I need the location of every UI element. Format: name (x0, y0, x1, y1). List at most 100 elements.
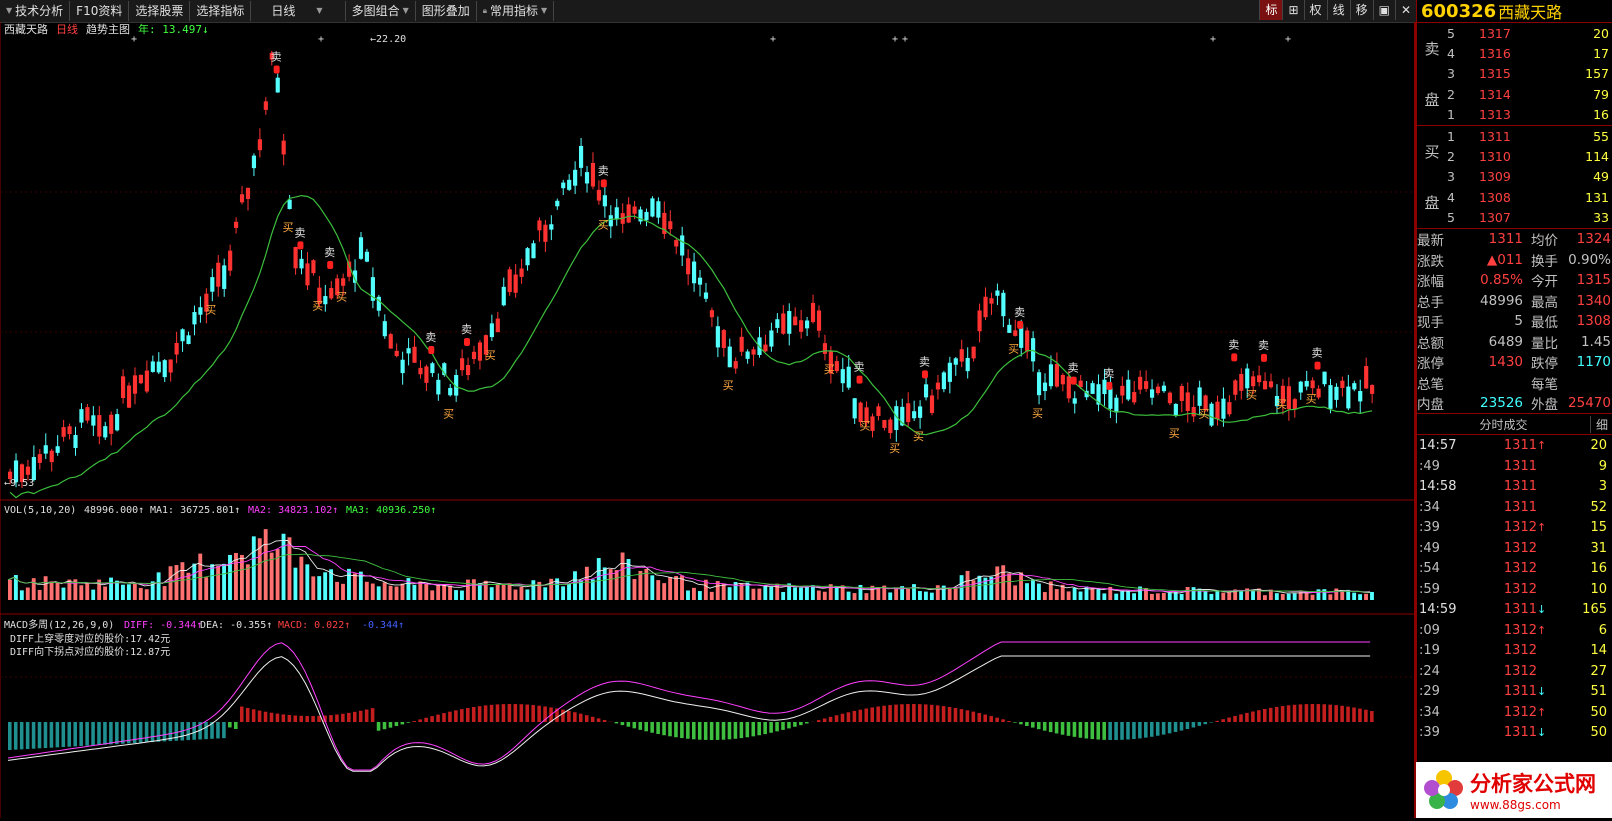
volume-bar (50, 581, 54, 600)
candle-body (906, 403, 910, 422)
candle-body (1245, 368, 1249, 388)
buy-signal-label: 买 (1306, 392, 1317, 405)
tick-price: 1311 (1457, 459, 1537, 474)
volume-bar (26, 588, 30, 600)
volume-bar (1073, 588, 1077, 600)
macd-bar (472, 707, 476, 722)
candle-body (216, 263, 220, 287)
macd-bar (859, 710, 863, 722)
macd-note-1: DIFF上穿零度对应的股价:17.42元 (10, 632, 170, 645)
candle-body (1091, 383, 1095, 394)
candle-body (1370, 385, 1374, 394)
candle-body (424, 366, 428, 382)
candle-body (1067, 376, 1071, 398)
candle-body (876, 406, 880, 416)
crosshair-button[interactable]: ⊞ (1282, 0, 1303, 20)
macd-bar (710, 722, 714, 740)
volume-bar (1013, 585, 1017, 600)
tb-select-stock[interactable]: 选择股票 (129, 1, 190, 21)
macd-bar (722, 722, 726, 740)
volume-bar (85, 583, 89, 600)
macd-bar (662, 722, 666, 735)
close-button[interactable]: ✕ (1395, 0, 1416, 20)
volume-bar (377, 586, 381, 600)
volume-bar (674, 576, 678, 600)
buy-signal-label: 买 (859, 419, 870, 432)
tick-time: :34 (1417, 500, 1457, 515)
rights-button[interactable]: 权 (1304, 0, 1327, 20)
macd-bar (192, 722, 196, 740)
macd-bar (1156, 722, 1160, 736)
macd-bar (1168, 722, 1172, 733)
volume-bar (1293, 593, 1297, 600)
tb-tech-analysis[interactable]: ▼技术分析 (0, 1, 70, 21)
macd-bar (734, 722, 738, 739)
tb-overlay[interactable]: 图形叠加 (416, 1, 477, 21)
macd-bar (1174, 722, 1178, 732)
candle-body (918, 406, 922, 417)
macd-bar (1096, 722, 1100, 740)
volume-bar (1156, 593, 1160, 600)
tb-select-indicator[interactable]: 选择指标 (190, 1, 251, 21)
price: 1317 (1469, 26, 1539, 41)
volume-bar (1019, 572, 1023, 600)
volume-bar (972, 580, 976, 600)
sell-signal-label: 卖 (1258, 339, 1269, 352)
tick-volume: 165 (1553, 602, 1607, 617)
macd-bar (567, 711, 571, 722)
stat-label: 总手 (1417, 291, 1455, 311)
volume-bar (757, 589, 761, 600)
toolbar-right: 标 ⊞ 权 线 移 ▣ ✕ (1259, 0, 1416, 20)
stat-value: 0.85% (1455, 272, 1523, 288)
candle-body (787, 311, 791, 334)
ticks-detail-button[interactable]: 细 (1590, 416, 1612, 433)
line-button[interactable]: 线 (1327, 0, 1350, 20)
macd-bar (8, 722, 12, 750)
candle-body (1328, 385, 1332, 409)
candle-body (496, 319, 500, 333)
tick-arrow-icon: ↑ (1537, 624, 1553, 637)
dropdown-arrow-icon: ▼ (316, 1, 322, 21)
tb-common-indicators[interactable]: 🔒︎常用指标▼ (477, 1, 554, 21)
tick-price: 1312 (1457, 705, 1537, 720)
volume-bar (91, 590, 95, 600)
window-button[interactable]: ▣ (1373, 0, 1395, 20)
vol-value: 48996.000↑ (84, 505, 144, 516)
stat-value: 48996 (1455, 293, 1523, 309)
candles-layer (8, 51, 1374, 488)
macd-bar (341, 714, 345, 722)
tb-f10[interactable]: F10资料 (70, 1, 129, 21)
move-button[interactable]: 移 (1350, 0, 1373, 20)
macd-bar (603, 720, 607, 722)
volume-bar (1091, 588, 1095, 600)
tb-period[interactable]: 日线▼ (251, 1, 345, 21)
stat-label: 跌停 (1523, 352, 1567, 372)
tb-multi-chart[interactable]: 多图组合▼ (346, 1, 416, 21)
candle-body (1322, 372, 1326, 385)
volume-bar (180, 562, 184, 600)
macd-bar (234, 722, 238, 729)
kline-chart[interactable]: 西藏天路 日线 趋势主图 年: 13.497↓ 卖卖卖卖卖卖卖卖卖卖卖卖卖卖买买… (0, 22, 1414, 818)
volume-bar (401, 584, 405, 600)
volume-bar (228, 555, 232, 600)
macd-bar (62, 722, 66, 747)
mark-button[interactable]: 标 (1259, 0, 1282, 20)
candle-body (549, 224, 553, 229)
side-char: 买 (1424, 141, 1439, 162)
ticks-title[interactable]: 分时成交 (1417, 416, 1590, 433)
chart-area[interactable]: 西藏天路 日线 趋势主图 年: 13.497↓ 卖卖卖卖卖卖卖卖卖卖卖卖卖卖买买… (0, 22, 1416, 818)
level: 3 (1447, 169, 1469, 184)
